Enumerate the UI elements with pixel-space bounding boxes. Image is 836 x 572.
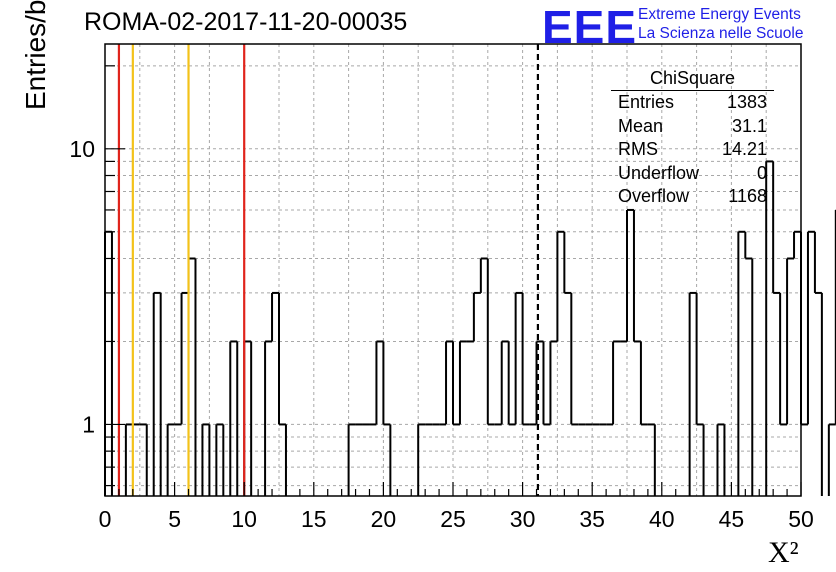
stats-title: ChiSquare [611,66,774,91]
x-tick-label: 5 [168,506,181,532]
logo-line-2: La Scienza nelle Scuole [638,25,804,42]
chart-title: ROMA-02-2017-11-20-00035 [84,8,408,36]
x-tick-label: 20 [371,506,397,532]
stat-key: Mean [618,115,664,136]
stat-value: 1168 [728,186,767,206]
stat-row-rms: RMS 14.21 [611,138,774,162]
stat-value: 1383 [726,92,767,112]
y-axis-label: Entries/bin [20,0,51,110]
eee-logo: EEE [542,1,638,53]
x-tick-label: 35 [579,506,605,532]
y-tick-label: 1 [82,411,95,437]
x-axis-label: X² [768,536,799,569]
stat-row-overflow: Overflow 1168 [611,185,774,209]
cut-lines [117,44,540,496]
x-tick-label: 40 [649,506,675,532]
y-tick-label: 10 [69,136,95,162]
x-tick-label: 50 [788,506,814,532]
x-tick-label: 10 [231,506,257,532]
stat-value: 14.21 [721,139,767,159]
stats-box: ChiSquare Entries 1383 Mean 31.1 RMS 14.… [611,66,774,209]
stat-row-entries: Entries 1383 [611,91,774,115]
stat-value: 0 [756,162,767,183]
x-tick-label: 0 [99,506,112,532]
stat-value: 31.1 [731,115,767,136]
x-tick-label: 15 [301,506,327,532]
x-tick-label: 25 [440,506,466,532]
x-tick-label: 45 [719,506,745,532]
logo-line-1: Extreme Energy Events [638,6,801,23]
stat-row-underflow: Underflow 0 [611,162,774,186]
histogram-series [104,160,836,496]
stat-key: Underflow [618,162,700,183]
axes: 0 5 10 15 20 25 30 35 40 45 50 1 10 [69,65,814,532]
stat-row-mean: Mean 31.1 [611,115,774,139]
stat-key: Overflow [618,186,690,206]
x-tick-label: 30 [510,506,536,532]
stat-key: RMS [618,139,658,159]
stat-key: Entries [618,92,675,112]
